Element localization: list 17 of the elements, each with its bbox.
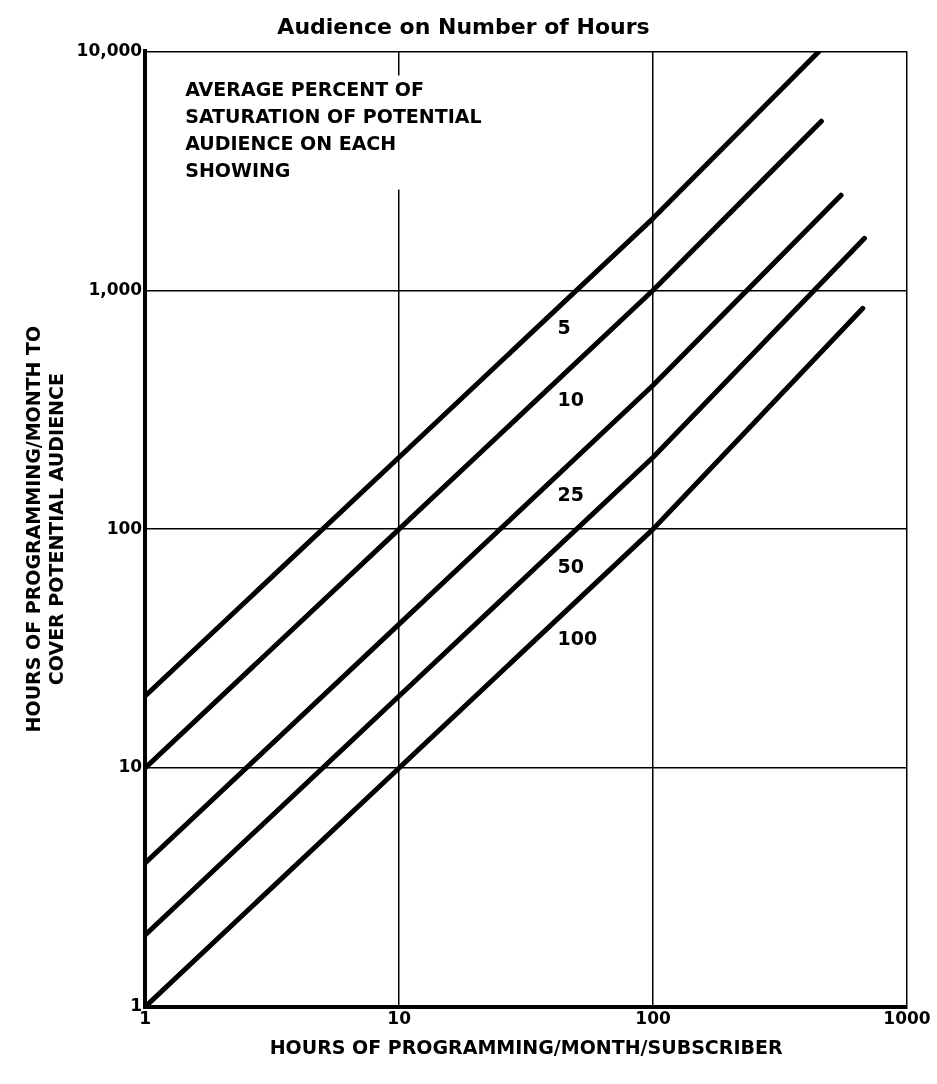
y-axis-title: HOURS OF PROGRAMMING/MONTH TO COVER POTENTIAL AUDIENCE: [22, 325, 68, 733]
x-tick-label: 1000: [883, 1008, 931, 1029]
y-tick-label: 1: [130, 995, 143, 1016]
series-label: 25: [557, 483, 584, 506]
y-tick-label: 10,000: [76, 39, 143, 60]
series-label: 100: [557, 627, 598, 650]
series-label: 5: [557, 316, 571, 339]
annotation: AVERAGE PERCENT OF SATURATION OF POTENTIAL AUDIENCE ON EACH SHOWING: [185, 77, 482, 181]
series-label: 10: [557, 388, 584, 411]
x-tick-label: 100: [635, 1008, 671, 1029]
y-tick-label: 10: [118, 756, 143, 777]
chart-title: Audience on Number of Hours: [277, 13, 650, 39]
x-tick-label: 10: [387, 1008, 412, 1029]
y-tick-label: 100: [106, 517, 143, 538]
y-tick-label: 1,000: [88, 278, 143, 299]
series-label: 50: [557, 555, 584, 578]
x-axis-title: HOURS OF PROGRAMMING/MONTH/SUBSCRIBER: [269, 1035, 783, 1058]
